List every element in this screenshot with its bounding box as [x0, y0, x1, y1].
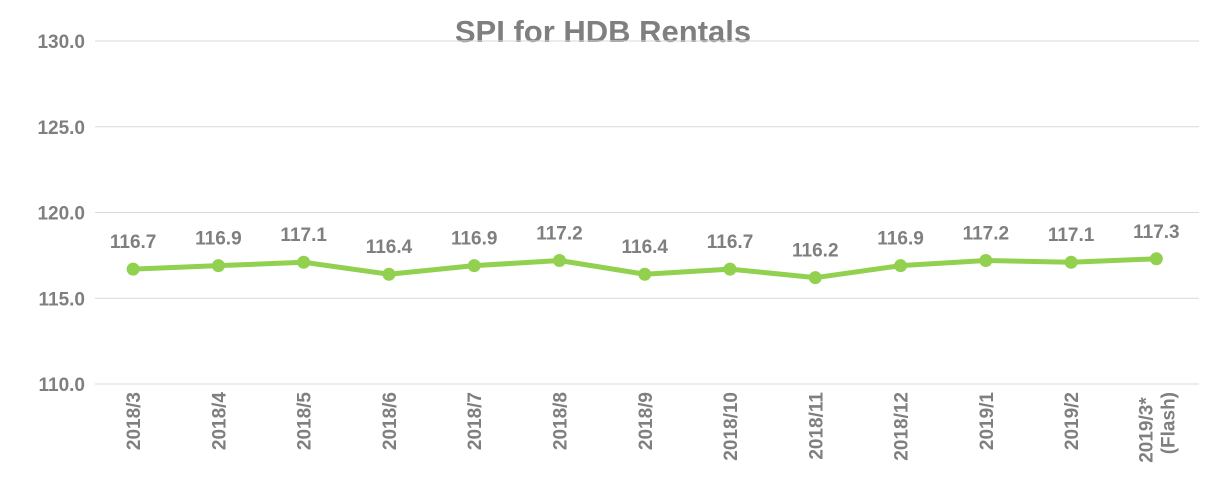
y-tick-label: 110.0	[39, 375, 86, 396]
x-tick-label: 2019/2	[1062, 392, 1083, 450]
x-tick-label: 2018/12	[892, 392, 913, 461]
point	[808, 271, 822, 285]
x-tick-label: 2018/3	[124, 392, 145, 450]
data-label: 117.1	[280, 225, 327, 246]
data-label: 116.7	[707, 232, 754, 253]
point	[723, 262, 737, 276]
x-tick-label: 2019/1	[977, 392, 998, 451]
point	[467, 259, 481, 273]
data-label: 117.3	[1133, 222, 1180, 243]
data-label: 116.9	[451, 229, 498, 250]
x-tick-label: 2018/4	[209, 392, 230, 451]
y-tick-label: 130.0	[37, 32, 85, 53]
point	[297, 255, 311, 269]
y-tick-label: 125.0	[37, 118, 85, 139]
data-label: 116.9	[877, 229, 924, 250]
point	[211, 259, 225, 273]
data-label: 116.7	[110, 232, 157, 253]
x-tick-label: 2018/8	[550, 392, 571, 450]
point	[382, 267, 396, 281]
y-tick-label: 115.0	[39, 289, 86, 310]
data-label: 117.2	[963, 224, 1010, 245]
x-tick-label: 2018/9	[636, 392, 657, 450]
data-label: 116.2	[792, 241, 839, 262]
x-tick-label: 2018/11	[806, 392, 827, 460]
x-tick-label: 2018/6	[380, 392, 401, 450]
point	[638, 267, 652, 281]
chart-title: SPI for HDB Rentals	[455, 14, 751, 49]
point	[1064, 255, 1078, 269]
point	[894, 259, 908, 273]
point	[1149, 252, 1163, 266]
x-tick-label: 2019/3* (Flash)	[1136, 392, 1179, 463]
data-label: 117.2	[536, 224, 583, 245]
y-tick-label: 120.0	[37, 204, 85, 225]
x-tick-label: 2018/7	[465, 392, 486, 450]
data-label: 116.4	[622, 237, 669, 258]
point	[979, 254, 993, 268]
data-label: 116.4	[366, 237, 413, 258]
point	[552, 254, 566, 268]
x-tick-label: 2018/10	[721, 392, 742, 461]
point	[126, 262, 140, 276]
data-label: 117.1	[1048, 225, 1095, 246]
x-tick-label: 2018/5	[295, 392, 316, 451]
data-label: 116.9	[195, 229, 242, 250]
